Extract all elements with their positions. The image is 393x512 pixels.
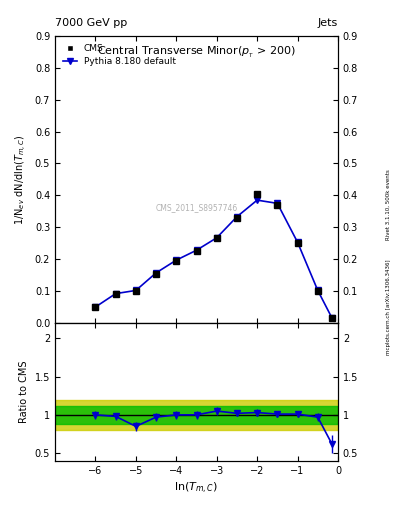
Text: CMS_2011_S8957746: CMS_2011_S8957746 <box>155 204 238 212</box>
Text: Rivet 3.1.10, 500k events: Rivet 3.1.10, 500k events <box>386 169 391 240</box>
Legend: CMS, Pythia 8.180 default: CMS, Pythia 8.180 default <box>59 40 180 70</box>
Text: mcplots.cern.ch [arXiv:1306.3436]: mcplots.cern.ch [arXiv:1306.3436] <box>386 260 391 355</box>
Y-axis label: 1/N$_{ev}$ dN/d$\ln(T_{m,C})$: 1/N$_{ev}$ dN/d$\ln(T_{m,C})$ <box>14 134 29 225</box>
Text: Jets: Jets <box>318 18 338 28</box>
Y-axis label: Ratio to CMS: Ratio to CMS <box>19 360 29 423</box>
X-axis label: $\ln(T_{m,C})$: $\ln(T_{m,C})$ <box>174 481 219 496</box>
Text: 7000 GeV pp: 7000 GeV pp <box>55 18 127 28</box>
Text: Central Transverse Minor($p_{_T}$ > 200): Central Transverse Minor($p_{_T}$ > 200) <box>97 45 296 59</box>
